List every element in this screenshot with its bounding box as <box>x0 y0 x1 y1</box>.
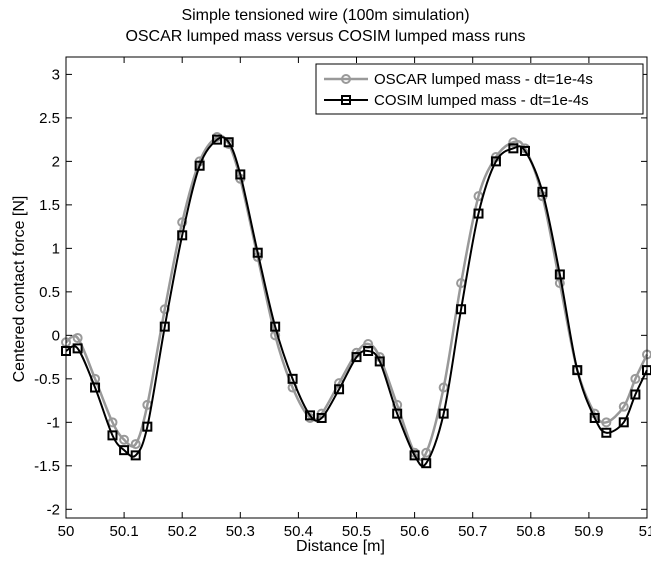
data-point <box>90 382 101 393</box>
data-point <box>287 373 298 384</box>
data-point <box>194 160 205 171</box>
data-point <box>438 408 449 419</box>
data-point <box>618 417 629 428</box>
data-point <box>572 365 583 376</box>
x-tick-label: 50.4 <box>284 523 313 540</box>
data-point <box>130 439 141 450</box>
data-point <box>351 352 362 363</box>
data-point <box>159 321 170 332</box>
data-point <box>305 410 316 421</box>
chart-title-line-2: OSCAR lumped mass versus COSIM lumped ma… <box>125 28 526 45</box>
data-point <box>177 217 188 228</box>
data-point <box>519 145 530 156</box>
x-tick-label: 50.2 <box>168 523 197 540</box>
series-layer <box>61 132 651 469</box>
y-tick-label: 2.5 <box>39 110 60 127</box>
data-point <box>409 450 420 461</box>
x-tick-label: 50.1 <box>109 523 138 540</box>
chart-title-line-1: Simple tensioned wire (100m simulation) <box>181 7 470 24</box>
data-point <box>601 417 612 428</box>
data-point <box>374 356 385 367</box>
x-tick-label: 50.3 <box>226 523 255 540</box>
data-point <box>363 339 374 350</box>
legend-label: COSIM lumped mass - dt=1e-4s <box>374 92 589 109</box>
data-point <box>130 450 141 461</box>
data-point <box>630 373 641 384</box>
data-point <box>72 343 83 354</box>
y-tick-label: -2 <box>47 501 60 518</box>
x-tick-label: 50.5 <box>342 523 371 540</box>
data-point <box>421 447 432 458</box>
data-point <box>473 208 484 219</box>
data-point <box>508 137 519 148</box>
data-point <box>601 427 612 438</box>
data-point <box>456 304 467 315</box>
data-point <box>119 445 130 456</box>
data-point <box>589 412 600 423</box>
y-tick-label: 0.5 <box>39 284 60 301</box>
data-point <box>630 389 641 400</box>
y-tick-label: 1 <box>52 240 60 257</box>
x-tick-label: 50 <box>58 523 75 540</box>
data-point <box>554 269 565 280</box>
legend-circle-marker <box>341 74 351 84</box>
axes-layer: 50 50.1 50.2 50.3 50.4 50.5 50.6 50.7 50.8 50.9 51… <box>34 56 651 540</box>
data-point <box>421 458 432 469</box>
data-point <box>119 434 130 445</box>
y-tick-label: 2 <box>52 153 60 170</box>
data-point <box>252 247 263 258</box>
data-point <box>490 156 501 167</box>
data-point <box>537 186 548 197</box>
data-point <box>72 332 83 343</box>
data-point <box>618 401 629 412</box>
data-point <box>508 143 519 154</box>
legend-label: OSCAR lumped mass - dt=1e-4s <box>374 71 593 88</box>
legend-box <box>315 63 644 115</box>
data-point <box>223 137 234 148</box>
x-tick-label: 50.6 <box>400 523 429 540</box>
series-line <box>65 134 649 462</box>
data-point <box>363 345 374 356</box>
data-point <box>235 169 246 180</box>
data-point <box>316 412 327 423</box>
data-point <box>142 421 153 432</box>
data-point <box>392 408 403 419</box>
x-tick-label: 50.8 <box>516 523 545 540</box>
data-point <box>334 384 345 395</box>
data-point <box>107 417 118 428</box>
legend: OSCAR lumped mass - dt=1e-4s COSIM lumped… <box>315 63 644 115</box>
data-point <box>177 230 188 241</box>
series-line <box>65 136 648 468</box>
x-tick-label: 50.9 <box>574 523 603 540</box>
y-tick-label: -0.5 <box>34 371 60 388</box>
data-point <box>212 134 223 145</box>
y-tick-label: 1.5 <box>39 197 60 214</box>
series-cosim <box>61 134 651 469</box>
y-tick-label: -1.5 <box>34 458 60 475</box>
x-tick-label: 50.7 <box>458 523 487 540</box>
y-tick-label: 0 <box>52 327 60 344</box>
legend-square-marker <box>341 95 351 105</box>
x-axis-label: Distance [m] <box>296 538 385 555</box>
y-tick-label: 3 <box>52 66 60 83</box>
y-tick-label: -1 <box>47 414 60 431</box>
data-point <box>270 321 281 332</box>
y-axis-label: Centered contact force [N] <box>11 195 28 383</box>
x-tick-label: 51 <box>639 523 651 540</box>
data-point <box>107 430 118 441</box>
